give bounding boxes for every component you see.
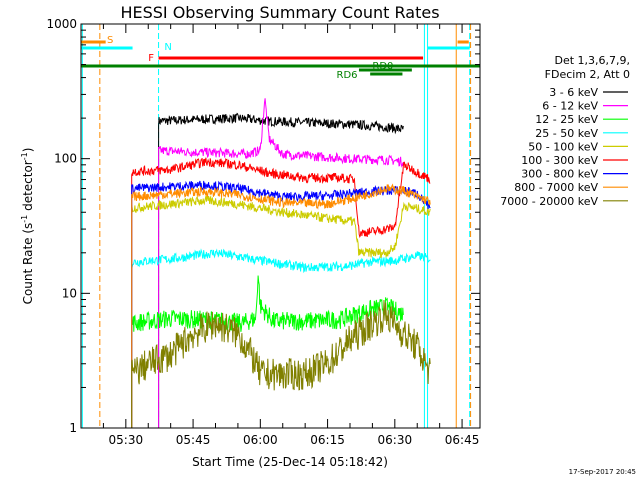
annotation-label: S	[107, 35, 113, 46]
x-tick-label: 05:30	[109, 433, 144, 447]
y-tick-label: 100	[54, 152, 77, 166]
series-line	[158, 98, 404, 428]
y-tick-label: 1	[69, 421, 77, 435]
observing-overlays: S NF RD0 RD6	[81, 24, 480, 428]
series-layer	[131, 98, 431, 428]
plot-frame	[80, 23, 481, 429]
x-tick-label: 06:45	[445, 433, 480, 447]
annotation-label: RD0	[372, 61, 393, 72]
legend-label: 300 - 800 keV	[521, 168, 598, 181]
legend-label: 7000 - 20000 keV	[500, 195, 598, 208]
legend-label: 100 - 300 keV	[521, 154, 598, 167]
annotation-label: N	[164, 42, 171, 53]
y-tick-label: 10	[62, 286, 77, 300]
y-tick-label: 1000	[46, 17, 77, 31]
series-line	[131, 183, 431, 428]
legend: Det 1,3,6,7,9, FDecim 2, Att 0 3 - 6 keV…	[500, 54, 630, 208]
series-line	[131, 299, 431, 428]
legend-label: 25 - 50 keV	[535, 127, 598, 140]
series-line	[158, 112, 404, 428]
legend-label: 6 - 12 keV	[542, 100, 598, 113]
y-axis: 1 10 100 1000	[46, 17, 480, 435]
legend-label: 12 - 25 keV	[535, 113, 598, 126]
annotation-label: F	[148, 53, 154, 64]
x-axis-label: Start Time (25-Dec-14 05:18:42)	[192, 455, 388, 469]
x-tick-label: 05:45	[176, 433, 211, 447]
chart-title: HESSI Observing Summary Count Rates	[120, 3, 439, 22]
x-tick-label: 06:00	[243, 433, 278, 447]
timestamp: 17-Sep-2017 20:45	[569, 468, 636, 476]
legend-label: 3 - 6 keV	[549, 86, 598, 99]
x-axis: 05:30 05:45 06:00 06:15 06:30 06:45	[102, 24, 480, 447]
series-line	[131, 275, 404, 428]
series-line	[131, 157, 431, 428]
series-line	[131, 194, 431, 428]
series-line	[131, 248, 431, 428]
annotation-label: RD6	[337, 70, 358, 81]
legend-label: 50 - 100 keV	[528, 140, 598, 153]
legend-header-line-1: Det 1,3,6,7,9,	[554, 54, 630, 67]
y-axis-label: Count Rate (s-1 detector-1)	[20, 148, 35, 305]
x-tick-label: 06:15	[310, 433, 345, 447]
x-tick-label: 06:30	[378, 433, 413, 447]
legend-header-line-2: FDecim 2, Att 0	[545, 68, 630, 81]
legend-label: 800 - 7000 keV	[514, 181, 598, 194]
